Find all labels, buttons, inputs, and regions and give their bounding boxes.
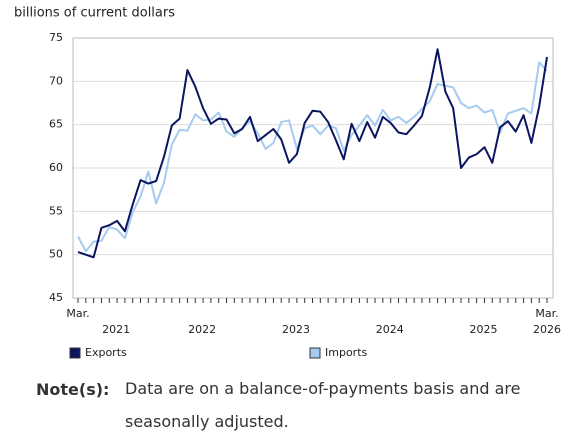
- y-axis-label: billions of current dollars: [14, 6, 175, 21]
- y-tick-label: 75: [49, 31, 63, 44]
- y-tick-label: 50: [49, 248, 63, 261]
- y-tick-label: 45: [49, 291, 63, 304]
- year-label: 2021: [102, 323, 130, 336]
- x-tick-label: Mar.: [66, 307, 89, 320]
- year-label: 2023: [282, 323, 310, 336]
- y-tick-label: 65: [49, 118, 63, 131]
- year-label: 2025: [470, 323, 498, 336]
- legend-label: Exports: [85, 346, 127, 359]
- y-tick-label: 60: [49, 161, 63, 174]
- year-label: 2026: [533, 323, 561, 336]
- legend-label: Imports: [325, 346, 368, 359]
- legend-swatch: [69, 347, 81, 359]
- chart: billions of current dollars 45 50 55 60 65 70…: [14, 6, 561, 360]
- series-line: [77, 61, 548, 253]
- year-label: 2024: [376, 323, 404, 336]
- legend-swatch: [309, 347, 321, 359]
- note-label: Note(s):: [36, 380, 110, 399]
- y-tick-label: 55: [49, 204, 63, 217]
- y-tick-label: 70: [49, 74, 63, 87]
- note-text: Data are on a balance-of-payments basis …: [125, 379, 521, 431]
- series-line: [77, 48, 548, 259]
- year-label: 2022: [188, 323, 216, 336]
- x-tick-label: Mar.: [535, 307, 558, 320]
